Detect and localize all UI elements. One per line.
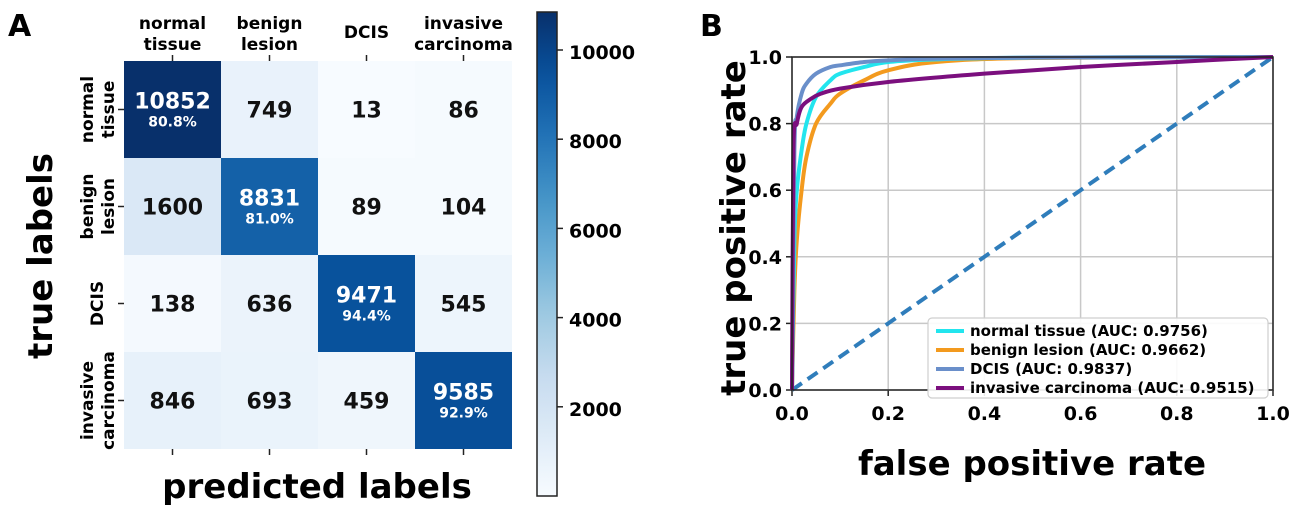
cm-cell-count: 9585 bbox=[433, 381, 494, 406]
cm-cell-count: 10852 bbox=[134, 90, 211, 115]
cm-cell-count: 749 bbox=[247, 99, 293, 124]
colorbar-tick-label: 10000 bbox=[569, 42, 635, 64]
cm-cell-count: 846 bbox=[150, 390, 196, 415]
cm-cell bbox=[124, 255, 221, 352]
cm-y-category-label: normaltissue bbox=[78, 76, 119, 143]
roc-x-tick-label: 0.8 bbox=[1160, 403, 1194, 425]
cm-y-category-label: DCIS bbox=[88, 281, 108, 326]
roc-y-tick-label: 0.2 bbox=[748, 313, 782, 335]
colorbar: 2000 4000 6000 8000 10000 bbox=[536, 11, 635, 497]
roc-x-tick-label: 1.0 bbox=[1256, 403, 1290, 425]
cm-cell bbox=[318, 61, 415, 158]
roc-legend-entry: benign lesion (AUC: 0.9662) bbox=[970, 341, 1206, 359]
cm-cell bbox=[221, 352, 318, 449]
roc-legend-entry: normal tissue (AUC: 0.9756) bbox=[970, 322, 1208, 340]
colorbar-tick-label: 6000 bbox=[569, 220, 622, 242]
cm-cell bbox=[221, 158, 318, 255]
roc-legend-entry: DCIS (AUC: 0.9837) bbox=[970, 360, 1132, 378]
cm-cell-count: 545 bbox=[441, 293, 487, 318]
roc-y-tick-label: 0.6 bbox=[748, 180, 782, 202]
cm-cell bbox=[415, 61, 512, 158]
cm-cell-count: 104 bbox=[441, 196, 487, 221]
cm-cell bbox=[318, 352, 415, 449]
cm-cell bbox=[415, 352, 512, 449]
panel-letter-a: A bbox=[8, 9, 32, 44]
cm-cell-count: 86 bbox=[448, 99, 479, 124]
cm-y-axis-title: true labels bbox=[21, 153, 61, 359]
roc-y-tick-label: 1.0 bbox=[748, 47, 782, 69]
cm-cell-count: 138 bbox=[150, 293, 196, 318]
colorbar-gradient bbox=[536, 11, 558, 497]
cm-y-category-label: invasivecarcinoma bbox=[78, 351, 119, 450]
cm-cell-percent: 81.0% bbox=[245, 212, 294, 228]
cm-x-axis-title: predicted labels bbox=[162, 467, 472, 507]
roc-y-tick-label: 0.8 bbox=[748, 114, 782, 136]
cm-cell bbox=[415, 158, 512, 255]
colorbar-tick-label: 8000 bbox=[569, 131, 622, 153]
cm-cell-count: 89 bbox=[351, 196, 382, 221]
roc-x-axis-title: false positive rate bbox=[858, 444, 1206, 484]
cm-x-category-label: benign lesion bbox=[237, 14, 303, 55]
roc-plot: 0.0 0.2 0.4 0.6 0.8 1.0 0.0 0.2 0.4 0.6 0.8 1.0 norm… bbox=[748, 47, 1290, 425]
roc-legend bbox=[927, 317, 1269, 399]
colorbar-tick-label: 2000 bbox=[569, 399, 622, 421]
cm-cell bbox=[221, 61, 318, 158]
roc-chance-line bbox=[790, 55, 1275, 392]
cm-cell bbox=[124, 61, 221, 158]
cm-cell-percent: 92.9% bbox=[439, 406, 488, 422]
roc-x-tick-label: 0.4 bbox=[968, 403, 1002, 425]
cm-cell bbox=[318, 255, 415, 352]
cm-cell bbox=[221, 255, 318, 352]
cm-cell-count: 636 bbox=[247, 293, 293, 318]
panel-letter-b: B bbox=[700, 9, 723, 44]
cm-x-category-label: normal tissue bbox=[139, 14, 206, 55]
cm-x-category-label: invasive carcinoma bbox=[414, 14, 513, 55]
cm-cell bbox=[318, 158, 415, 255]
cm-y-category-label: benignlesion bbox=[78, 174, 119, 240]
roc-legend-entry: invasive carcinoma (AUC: 0.9515) bbox=[970, 379, 1255, 397]
cm-cell-count: 13 bbox=[351, 99, 382, 124]
roc-y-tick-label: 0.0 bbox=[748, 380, 782, 402]
colorbar-tick-label: 4000 bbox=[569, 310, 622, 332]
cm-cell-count: 8831 bbox=[239, 187, 300, 212]
cm-cell-count: 459 bbox=[344, 390, 390, 415]
cm-cell bbox=[124, 158, 221, 255]
roc-series-line bbox=[790, 55, 1274, 391]
cm-cell-percent: 80.8% bbox=[148, 115, 197, 131]
roc-y-axis-title: true positive rate bbox=[714, 60, 754, 396]
roc-x-tick-label: 0.0 bbox=[775, 403, 809, 425]
cm-cell-count: 1600 bbox=[142, 196, 203, 221]
cm-cell-percent: 94.4% bbox=[342, 309, 391, 325]
cm-cell bbox=[415, 255, 512, 352]
cm-x-category-label: DCIS bbox=[344, 23, 389, 43]
roc-y-tick-label: 0.4 bbox=[748, 247, 782, 269]
roc-x-tick-label: 0.6 bbox=[1064, 403, 1098, 425]
roc-x-tick-label: 0.2 bbox=[871, 403, 905, 425]
cm-cell-count: 9471 bbox=[336, 284, 397, 309]
confusion-matrix-labels: normal tissue normaltissue benign lesion beni… bbox=[78, 14, 513, 455]
cm-cell bbox=[124, 352, 221, 449]
cm-cell-count: 693 bbox=[247, 390, 293, 415]
